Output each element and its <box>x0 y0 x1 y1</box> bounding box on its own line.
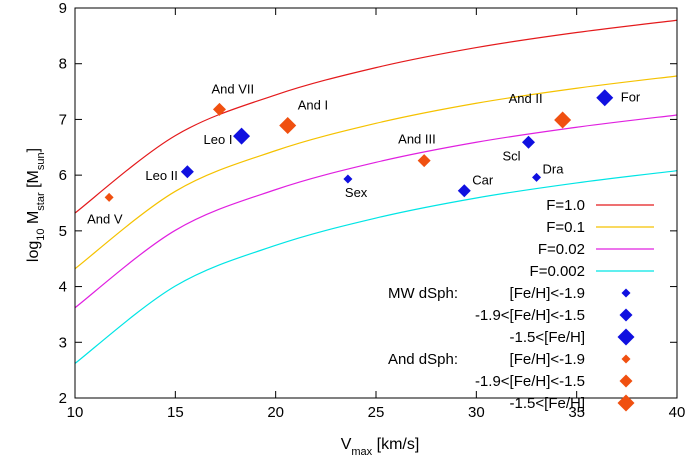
x-tick-label: 10 <box>67 404 84 421</box>
curve-f-1-0 <box>74 19 678 214</box>
legend-label: F=0.02 <box>538 241 585 258</box>
legend-label: -1.9<[Fe/H]<-1.5 <box>475 373 585 390</box>
legend-label: F=0.002 <box>530 263 585 280</box>
x-axis-label: Vmax [km/s] <box>341 436 420 458</box>
legend-label: F=1.0 <box>546 197 585 214</box>
x-tick-label: 30 <box>468 404 485 421</box>
point-dra <box>532 172 542 182</box>
point-for <box>596 89 614 107</box>
point-label-and-iii: And III <box>398 132 436 147</box>
model-curves <box>74 19 678 364</box>
x-tick-label: 35 <box>568 404 585 421</box>
axis-ticks: 10 15 20 25 30 35 40 2 3 4 5 6 7 8 9 <box>59 0 686 421</box>
point-label-leo-i: Leo I <box>204 132 233 147</box>
point-label-and-ii: And II <box>509 91 543 106</box>
point-leo-ii <box>180 165 194 179</box>
legend-group-label: And dSph: <box>388 351 458 368</box>
legend: F=1.0 F=0.1 F=0.02 F=0.002 MW dSph: [Fe/H]<-1… <box>388 197 654 412</box>
legend-label: F=0.1 <box>546 219 585 236</box>
curve-f-0-1 <box>74 75 678 270</box>
y-tick-label: 4 <box>59 279 67 296</box>
point-label-scl: Scl <box>503 148 521 163</box>
curve-f-0-02 <box>74 114 678 309</box>
point-scl <box>522 135 536 149</box>
legend-marker <box>621 288 631 298</box>
x-tick-label: 40 <box>669 404 686 421</box>
legend-group-label: MW dSph: <box>388 285 458 302</box>
y-axis-label: log10 Mstar [Msun] <box>25 148 47 262</box>
point-label-and-vii: And VII <box>211 81 254 96</box>
point-label-leo-ii: Leo II <box>145 168 178 183</box>
x-tick-label: 15 <box>167 404 184 421</box>
x-tick-label: 20 <box>267 404 284 421</box>
legend-marker <box>619 374 633 388</box>
point-leo-i <box>233 127 251 145</box>
point-label-dra: Dra <box>543 161 565 176</box>
legend-label: -1.5<[Fe/H] <box>510 329 585 346</box>
point-sex <box>343 174 353 184</box>
legend-marker <box>617 394 635 412</box>
x-tick-label: 25 <box>368 404 385 421</box>
point-car <box>457 184 471 198</box>
plot-frame <box>74 7 678 399</box>
point-and-iii <box>417 154 431 168</box>
point-and-ii <box>554 111 572 129</box>
point-label-and-i: And I <box>298 98 328 113</box>
curve-f-0-002 <box>74 170 678 364</box>
y-tick-label: 6 <box>59 167 67 184</box>
y-tick-label: 3 <box>59 334 67 351</box>
legend-marker <box>617 328 635 346</box>
point-and-v <box>104 192 114 202</box>
galaxy-points: And V Leo II And VII Leo I And I Sex And III Ca… <box>87 81 641 226</box>
point-label-and-v: And V <box>87 211 123 226</box>
y-tick-label: 9 <box>59 0 67 17</box>
y-tick-label: 5 <box>59 223 67 240</box>
legend-label: -1.9<[Fe/H]<-1.5 <box>475 307 585 324</box>
point-and-i <box>279 117 297 135</box>
point-label-for: For <box>621 90 641 105</box>
y-tick-label: 2 <box>59 390 67 407</box>
legend-marker <box>619 308 633 322</box>
point-and-vii <box>212 102 226 116</box>
legend-label: [Fe/H]<-1.9 <box>510 285 585 302</box>
y-tick-label: 8 <box>59 56 67 73</box>
legend-label: -1.5<[Fe/H] <box>510 395 585 412</box>
point-label-car: Car <box>472 173 494 188</box>
legend-label: [Fe/H]<-1.9 <box>510 351 585 368</box>
legend-marker <box>621 354 631 364</box>
y-tick-label: 7 <box>59 111 67 128</box>
point-label-sex: Sex <box>345 185 368 200</box>
